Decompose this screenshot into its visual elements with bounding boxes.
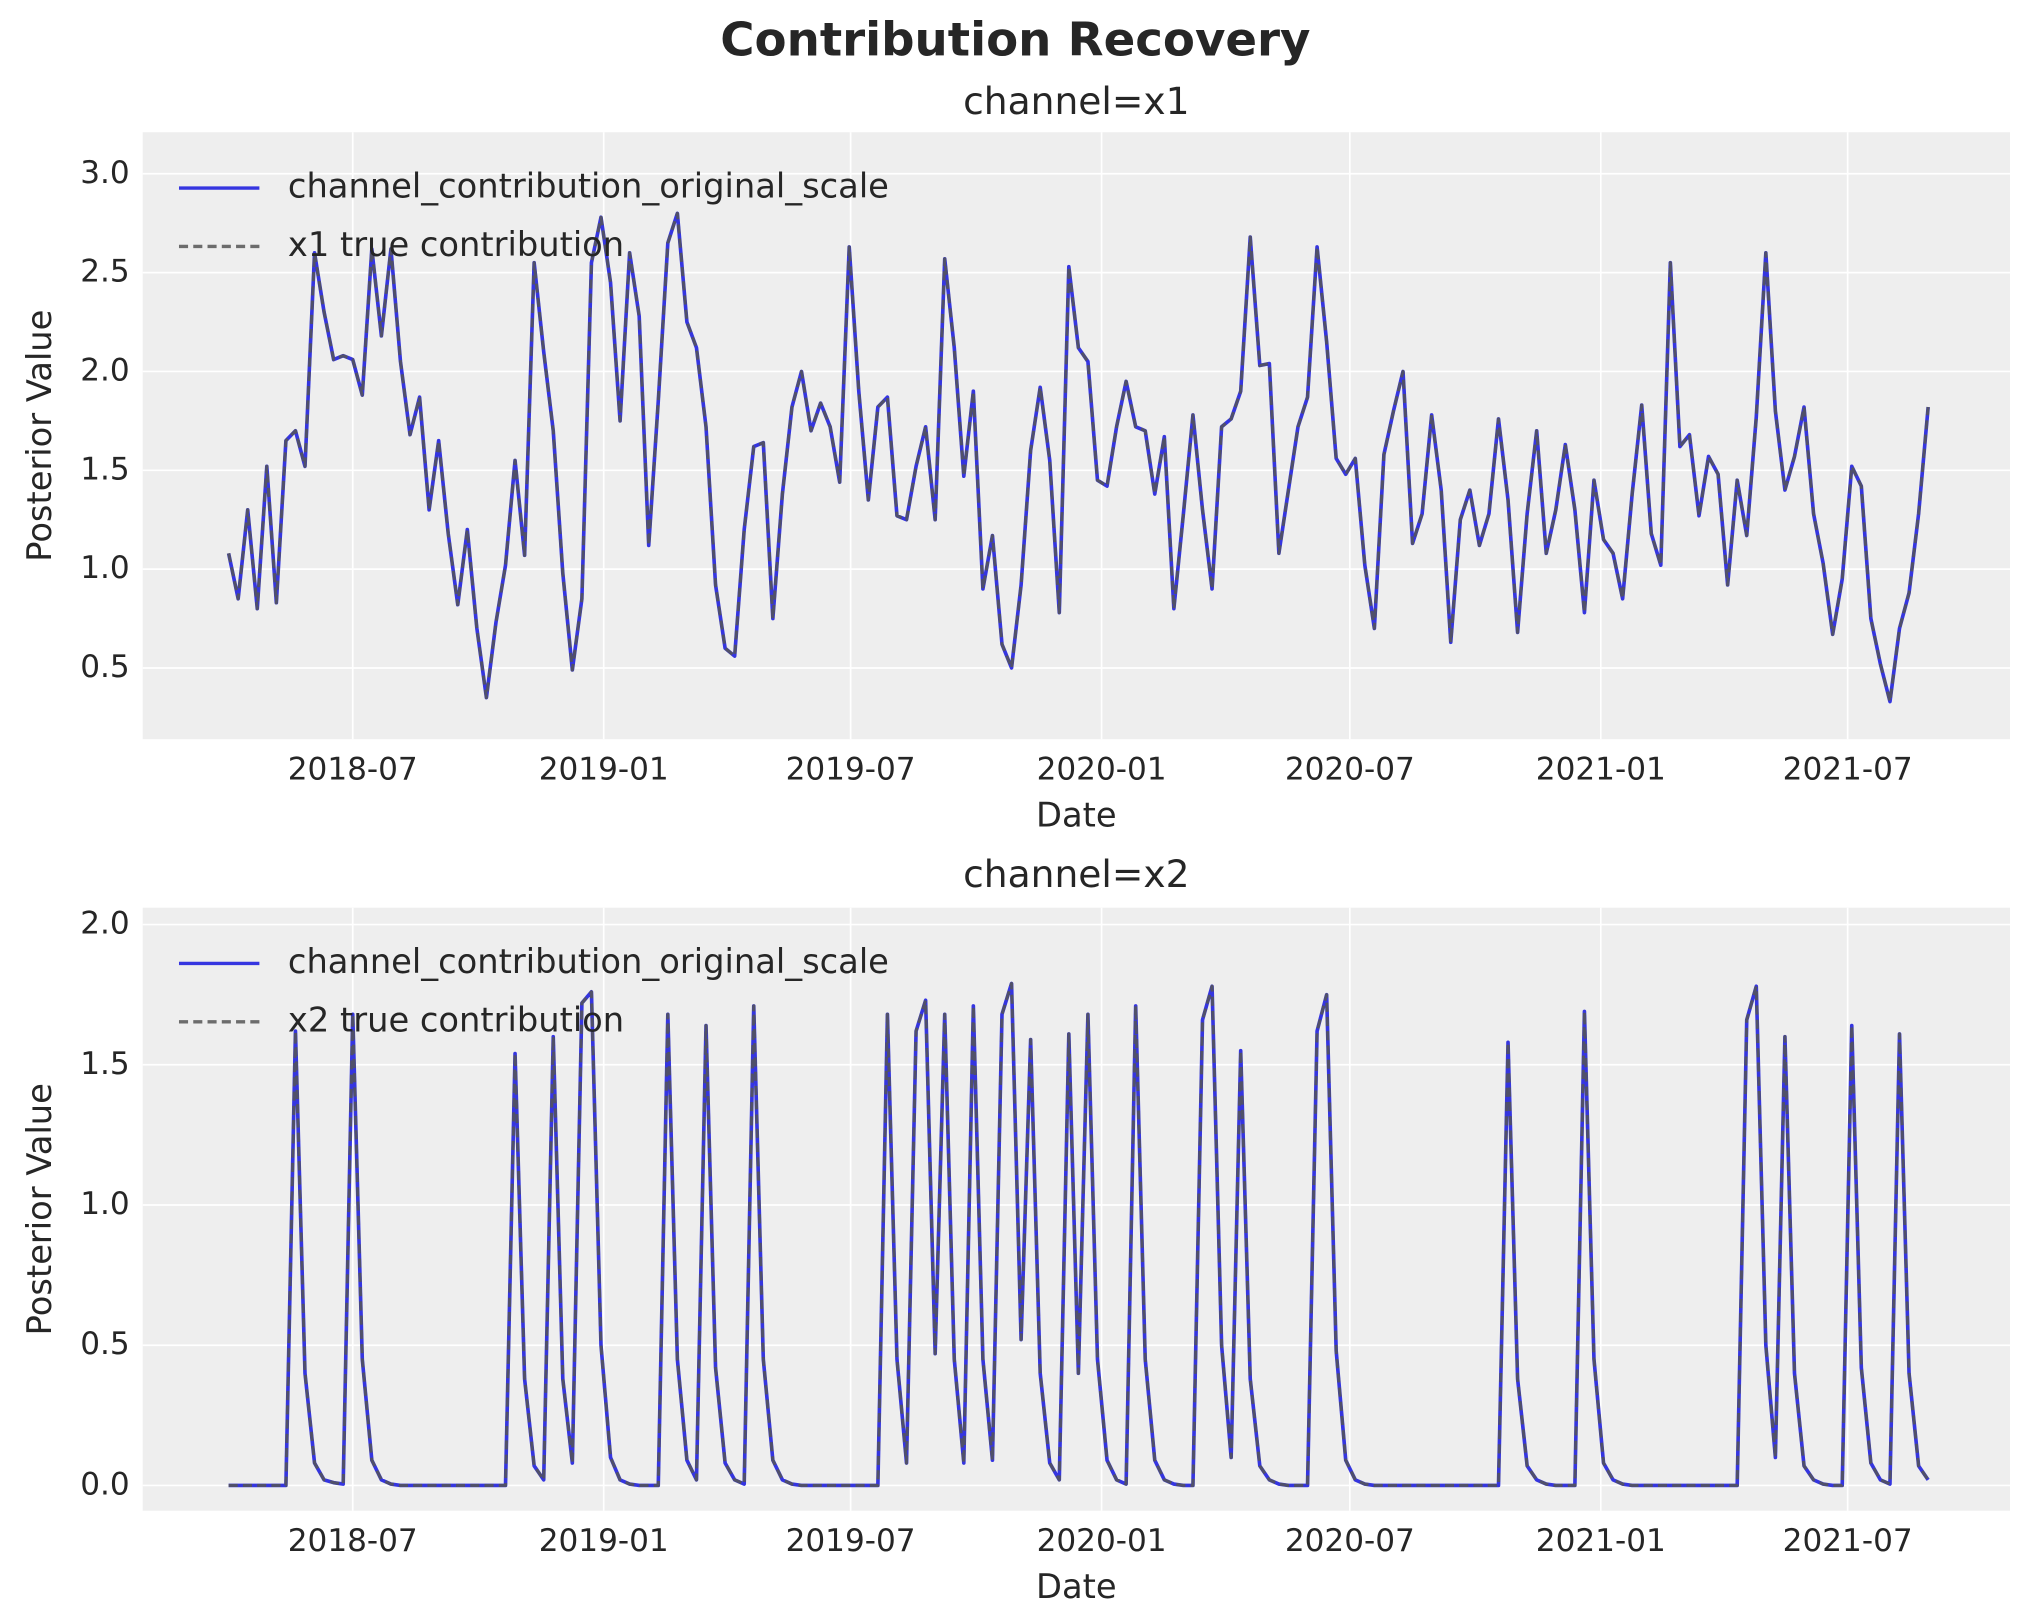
x-tick-label: 2021-01 <box>1536 751 1666 787</box>
x-tick-label: 2021-07 <box>1783 1523 1913 1559</box>
x-tick-label: 2021-01 <box>1536 1523 1666 1559</box>
x-tick-label: 2019-01 <box>539 1523 669 1559</box>
x-tick-label: 2018-07 <box>288 1523 418 1559</box>
x-axis-label: Date <box>1036 1567 1117 1606</box>
x-tick-label: 2018-07 <box>288 751 418 787</box>
series-line <box>227 211 1930 704</box>
y-tick-label: 1.0 <box>80 550 129 586</box>
y-tick-label: 0.5 <box>80 1326 129 1362</box>
x-tick-label: 2019-01 <box>539 751 669 787</box>
y-axis-label: Posterior Value <box>20 310 59 562</box>
x-tick-label: 2019-07 <box>786 1523 916 1559</box>
legend-label: channel_contribution_original_scale <box>288 942 889 981</box>
y-tick-label: 3.0 <box>80 155 129 191</box>
x-tick-label: 2020-07 <box>1285 1523 1415 1559</box>
axes-title: channel=x2 <box>963 852 1189 896</box>
y-tick-label: 1.0 <box>80 1186 129 1222</box>
plot-area <box>142 132 2010 740</box>
x-tick-label: 2020-07 <box>1285 751 1415 787</box>
y-tick-label: 0.0 <box>80 1466 129 1502</box>
y-tick-label: 2.5 <box>80 254 129 290</box>
series-line <box>228 981 1930 1488</box>
figure-title: Contribution Recovery <box>720 13 1310 67</box>
y-axis-label: Posterior Value <box>20 1083 59 1335</box>
plot-area <box>142 907 2010 1511</box>
legend-label: x2 true contribution <box>288 1000 624 1039</box>
x-axis-label: Date <box>1036 795 1117 834</box>
y-tick-label: 1.5 <box>80 451 129 487</box>
x-tick-label: 2021-07 <box>1783 751 1913 787</box>
y-tick-label: 1.5 <box>80 1046 129 1082</box>
y-tick-label: 0.5 <box>80 649 129 685</box>
x-tick-label: 2019-07 <box>786 751 916 787</box>
x-tick-label: 2020-01 <box>1037 1523 1167 1559</box>
x-tick-label: 2020-01 <box>1037 751 1167 787</box>
legend-label: channel_contribution_original_scale <box>288 167 889 206</box>
y-tick-label: 2.0 <box>80 352 129 388</box>
legend-label: x1 true contribution <box>288 225 624 264</box>
y-tick-label: 2.0 <box>80 906 129 942</box>
axes-title: channel=x1 <box>963 79 1189 123</box>
